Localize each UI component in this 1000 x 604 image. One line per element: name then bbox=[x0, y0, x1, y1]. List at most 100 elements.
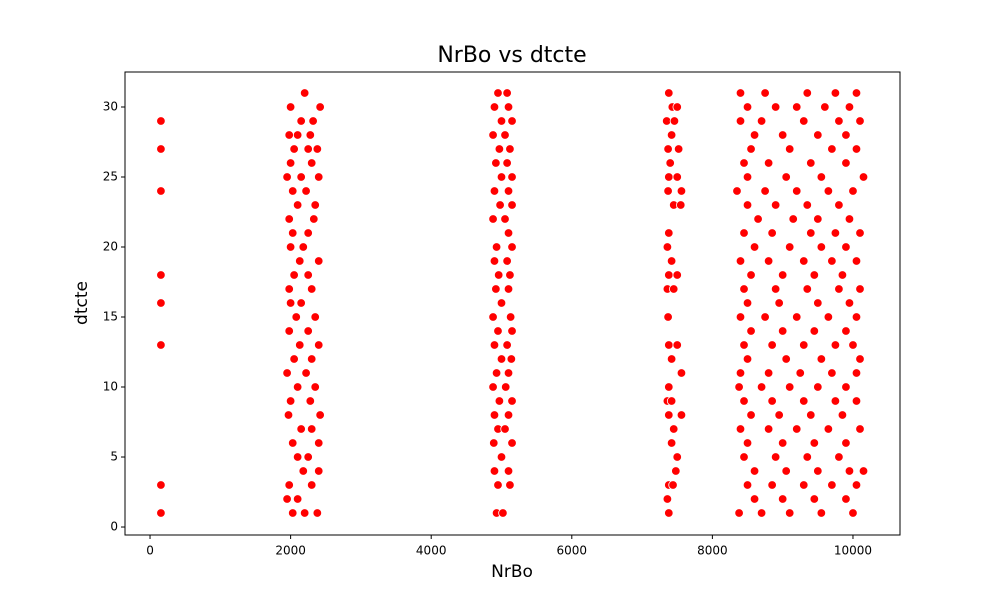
point bbox=[289, 354, 299, 364]
point bbox=[767, 340, 777, 350]
y-tick-label: 5 bbox=[110, 450, 118, 464]
point bbox=[858, 466, 869, 476]
point bbox=[491, 158, 501, 168]
point bbox=[664, 228, 674, 238]
point bbox=[156, 116, 166, 126]
point bbox=[767, 480, 777, 490]
point bbox=[809, 270, 820, 280]
point bbox=[841, 382, 851, 392]
point bbox=[830, 396, 841, 406]
point bbox=[756, 382, 767, 392]
point bbox=[734, 382, 744, 392]
point bbox=[285, 396, 296, 406]
y-tick-label: 20 bbox=[103, 240, 118, 254]
point bbox=[502, 88, 512, 98]
point bbox=[310, 382, 320, 392]
point bbox=[307, 354, 317, 364]
y-tick-label: 15 bbox=[103, 310, 118, 324]
point bbox=[156, 298, 166, 308]
point bbox=[307, 284, 317, 294]
point bbox=[310, 200, 320, 210]
point bbox=[493, 270, 504, 280]
point bbox=[767, 228, 777, 238]
point bbox=[494, 396, 505, 406]
point bbox=[795, 368, 805, 378]
point bbox=[841, 242, 851, 252]
point bbox=[802, 88, 812, 98]
point bbox=[292, 200, 303, 210]
point bbox=[488, 130, 498, 140]
point bbox=[749, 242, 760, 252]
point bbox=[305, 130, 315, 140]
point bbox=[663, 312, 673, 322]
point bbox=[813, 130, 823, 140]
point bbox=[760, 186, 770, 196]
point bbox=[837, 410, 848, 420]
point bbox=[735, 116, 746, 126]
point bbox=[284, 326, 294, 336]
point bbox=[284, 284, 294, 294]
point bbox=[777, 326, 788, 336]
point bbox=[785, 382, 795, 392]
point bbox=[489, 102, 500, 112]
point bbox=[296, 172, 306, 182]
point bbox=[503, 284, 514, 294]
point bbox=[739, 284, 749, 294]
point bbox=[739, 228, 749, 238]
point bbox=[285, 242, 296, 252]
point bbox=[848, 508, 858, 518]
point bbox=[837, 270, 848, 280]
point bbox=[315, 410, 325, 420]
point bbox=[788, 214, 798, 224]
point bbox=[767, 396, 777, 406]
point bbox=[494, 144, 505, 154]
point bbox=[799, 116, 809, 126]
point bbox=[855, 228, 865, 238]
point bbox=[774, 298, 784, 308]
point bbox=[661, 116, 672, 126]
point bbox=[672, 270, 682, 280]
point bbox=[285, 298, 296, 308]
point bbox=[505, 270, 515, 280]
point bbox=[802, 284, 812, 294]
point bbox=[288, 508, 298, 518]
point bbox=[668, 480, 678, 490]
point bbox=[749, 494, 760, 504]
point bbox=[307, 158, 317, 168]
point bbox=[314, 340, 324, 350]
point bbox=[855, 424, 865, 434]
x-tick-label: 0 bbox=[146, 544, 154, 558]
point bbox=[500, 424, 510, 434]
point bbox=[502, 340, 512, 350]
point bbox=[781, 172, 791, 182]
point bbox=[756, 508, 767, 518]
point bbox=[295, 256, 305, 266]
point bbox=[774, 410, 784, 420]
point bbox=[739, 396, 749, 406]
point bbox=[855, 354, 865, 364]
point bbox=[303, 228, 313, 238]
point bbox=[299, 88, 310, 98]
point bbox=[834, 284, 844, 294]
point bbox=[770, 284, 781, 294]
point bbox=[676, 368, 687, 378]
point bbox=[672, 172, 682, 182]
point bbox=[503, 466, 514, 476]
point bbox=[507, 396, 517, 406]
point bbox=[739, 452, 749, 462]
point bbox=[156, 144, 166, 154]
point bbox=[503, 410, 514, 420]
point bbox=[663, 186, 673, 196]
point bbox=[756, 116, 767, 126]
point bbox=[491, 242, 502, 252]
point bbox=[851, 368, 862, 378]
point bbox=[809, 494, 820, 504]
point bbox=[669, 424, 679, 434]
point bbox=[749, 466, 760, 476]
point bbox=[816, 242, 827, 252]
point bbox=[495, 200, 505, 210]
point bbox=[664, 172, 674, 182]
point bbox=[802, 452, 812, 462]
point bbox=[806, 410, 816, 420]
